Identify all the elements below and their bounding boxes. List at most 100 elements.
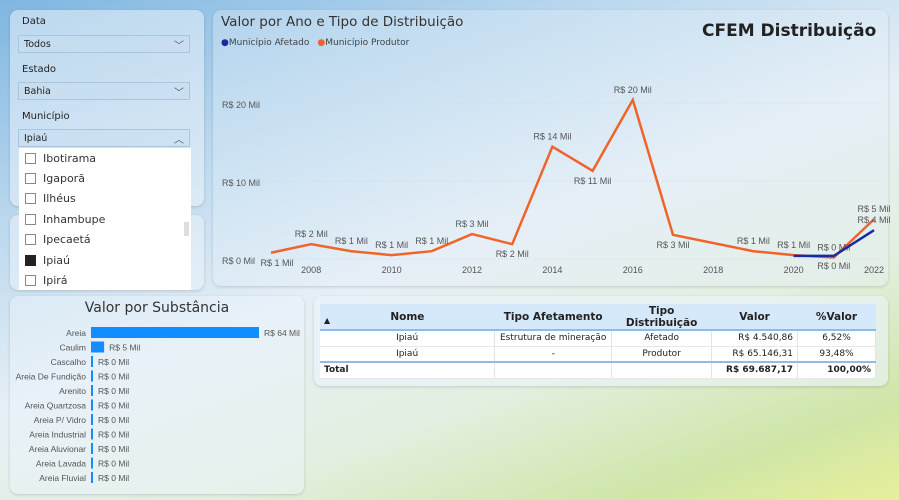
data-label: R$ 4 Mil	[857, 215, 890, 225]
bar-chart: Areia R$ 64 Mil Caulim R$ 5 Mil Cascalho R$ 0…	[16, 327, 300, 483]
bar-value-label: R$ 0 Mil	[98, 459, 129, 469]
bar[interactable]	[91, 457, 93, 469]
estado-dropdown[interactable]: Bahia ﹀	[18, 82, 190, 100]
data-label: R$ 3 Mil	[656, 240, 689, 250]
chevron-down-icon: ﹀	[174, 41, 184, 52]
chevron-up-icon: ︿	[174, 135, 184, 146]
data-label: R$ 1 Mil	[375, 240, 408, 250]
distribution-table: ▲ Nome Tipo Afetamento Tipo Distribuição …	[320, 304, 876, 379]
option-label: Ipiaú	[43, 253, 70, 267]
bar-value-label: R$ 0 Mil	[98, 430, 129, 440]
data-label: R$ 1 Mil	[335, 236, 368, 246]
bar[interactable]	[91, 443, 93, 454]
bar-category-label: Areia	[66, 328, 86, 338]
option-label: Inhambupe	[43, 212, 106, 226]
municipio-option[interactable]: Ipirá	[19, 270, 191, 290]
bar[interactable]	[91, 472, 93, 483]
data-label: R$ 0 Mil	[817, 242, 850, 252]
chevron-down-icon: ﹀	[174, 88, 184, 99]
bar-value-label: R$ 0 Mil	[98, 372, 129, 382]
line-chart-panel	[213, 10, 888, 286]
table-cell: -	[494, 346, 613, 363]
bar-category-label: Arenito	[59, 386, 86, 396]
municipio-option[interactable]: Ipecaetá	[19, 230, 191, 250]
table-cell: R$ 69.687,17	[711, 361, 799, 379]
series-line-produtor	[270, 96, 875, 259]
checkbox[interactable]	[25, 152, 36, 164]
y-tick-label: R$ 20 Mil	[222, 100, 260, 110]
column-header-nome[interactable]: ▲ Nome	[320, 304, 495, 331]
bar-category-label: Cascalho	[51, 357, 87, 367]
checkbox[interactable]	[25, 193, 36, 205]
municipio-option[interactable]: Ipiaú	[19, 250, 191, 270]
bar[interactable]	[91, 370, 93, 382]
municipio-option[interactable]: Inhambupe	[19, 209, 191, 229]
bar[interactable]	[91, 327, 259, 338]
x-tick-label: 2010	[382, 265, 402, 275]
line-chart: R$ 0 Mil R$ 10 Mil R$ 20 Mil 2008 2010 2012 20…	[222, 85, 891, 275]
table-row[interactable]: Ipiaú Estrutura de mineração Afetado R$ 4.5…	[320, 330, 876, 347]
checkbox[interactable]	[25, 275, 36, 287]
table-cell: Estrutura de mineração	[494, 330, 613, 347]
x-tick-label: 2022	[864, 265, 884, 275]
y-tick-label: R$ 10 Mil	[222, 178, 260, 188]
x-tick-label: 2008	[301, 265, 321, 275]
bar[interactable]	[91, 341, 105, 353]
checkbox[interactable]	[25, 173, 36, 185]
table-cell: Afetado	[611, 330, 713, 347]
table-cell	[494, 361, 613, 379]
x-tick-label: 2016	[623, 265, 643, 275]
bar[interactable]	[91, 399, 93, 411]
municipio-dropdown[interactable]: Ipiaú ︿	[18, 129, 190, 147]
scrollbar[interactable]	[184, 222, 189, 236]
option-label: Igaporã	[43, 172, 85, 186]
municipio-option[interactable]: Igaporã	[19, 168, 191, 188]
legend-item-produtor[interactable]: ●Município Produtor	[317, 38, 410, 48]
bar-value-label: R$ 5 Mil	[109, 343, 140, 353]
checkbox[interactable]	[25, 234, 36, 246]
bar-value-label: R$ 0 Mil	[98, 473, 129, 483]
y-tick-label: R$ 0 Mil	[222, 256, 255, 266]
table-cell: 6,52%	[797, 330, 876, 347]
table-cell: Total	[320, 361, 496, 379]
bar[interactable]	[91, 414, 93, 425]
data-dropdown[interactable]: Todos ﹀	[18, 35, 190, 53]
bar[interactable]	[91, 356, 93, 367]
bar-value-label: R$ 0 Mil	[98, 415, 129, 425]
legend-item-afetado[interactable]: ●Município Afetado	[221, 38, 310, 48]
line-chart-legend: ●Município Afetado ●Município Produtor	[221, 38, 409, 48]
table-row[interactable]: Ipiaú - Produtor R$ 65.146,31 93,48%	[320, 346, 876, 363]
municipio-option[interactable]: Ibotirama	[19, 148, 191, 168]
estado-dropdown-value: Bahia	[24, 86, 51, 97]
series-line-afetado	[793, 229, 875, 258]
bar[interactable]	[91, 428, 93, 440]
data-label: R$ 11 Mil	[574, 176, 611, 186]
data-label: R$ 2 Mil	[295, 229, 328, 239]
column-header-tipo-afetamento[interactable]: Tipo Afetamento	[494, 304, 612, 331]
x-tick-label: 2020	[784, 265, 804, 275]
bar[interactable]	[91, 385, 93, 396]
table-cell: Produtor	[611, 346, 713, 363]
municipio-dropdown-value: Ipiaú	[24, 133, 48, 144]
bar-category-label: Areia De Fundição	[16, 372, 87, 382]
bar-value-label: R$ 0 Mil	[98, 386, 129, 396]
table-cell: Ipiaú	[320, 330, 496, 347]
municipio-option[interactable]: Ilhéus	[19, 189, 191, 209]
data-label: R$ 1 Mil	[737, 236, 770, 246]
checkbox[interactable]	[25, 213, 36, 225]
table-total-row[interactable]: Total R$ 69.687,17 100,00%	[320, 361, 876, 379]
table-cell: Ipiaú	[320, 346, 496, 363]
data-label: R$ 2 Mil	[496, 249, 529, 259]
checkbox[interactable]	[25, 254, 36, 266]
column-header-valor[interactable]: Valor	[711, 304, 798, 331]
x-tick-label: 2012	[462, 265, 482, 275]
bar-value-label: R$ 0 Mil	[98, 444, 129, 454]
bar-category-label: Areia P/ Vidro	[34, 415, 87, 425]
column-header-tipo-distribuicao[interactable]: Tipo Distribuição	[611, 304, 712, 331]
data-label: R$ 14 Mil	[533, 132, 571, 142]
table-cell	[611, 361, 713, 379]
bar-category-label: Areia Lavada	[36, 459, 86, 469]
column-header-percent-valor[interactable]: %Valor	[797, 304, 876, 331]
bar-category-label: Areia Quartzosa	[25, 401, 87, 411]
municipio-options-list[interactable]: Ibotirama Igaporã Ilhéus Inhambupe Ipecaetá I…	[19, 148, 191, 290]
